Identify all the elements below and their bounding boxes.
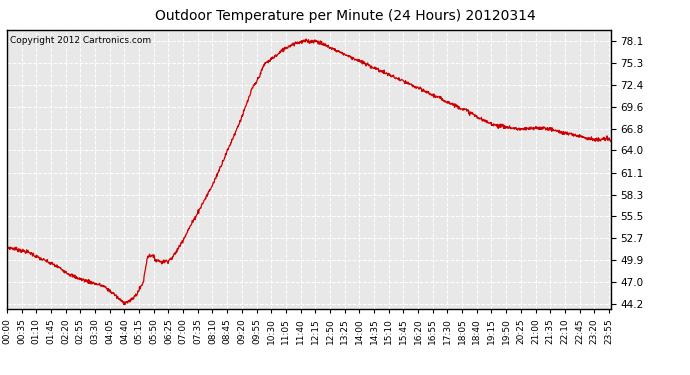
Text: Outdoor Temperature per Minute (24 Hours) 20120314: Outdoor Temperature per Minute (24 Hours… xyxy=(155,9,535,23)
Text: Copyright 2012 Cartronics.com: Copyright 2012 Cartronics.com xyxy=(10,36,151,45)
